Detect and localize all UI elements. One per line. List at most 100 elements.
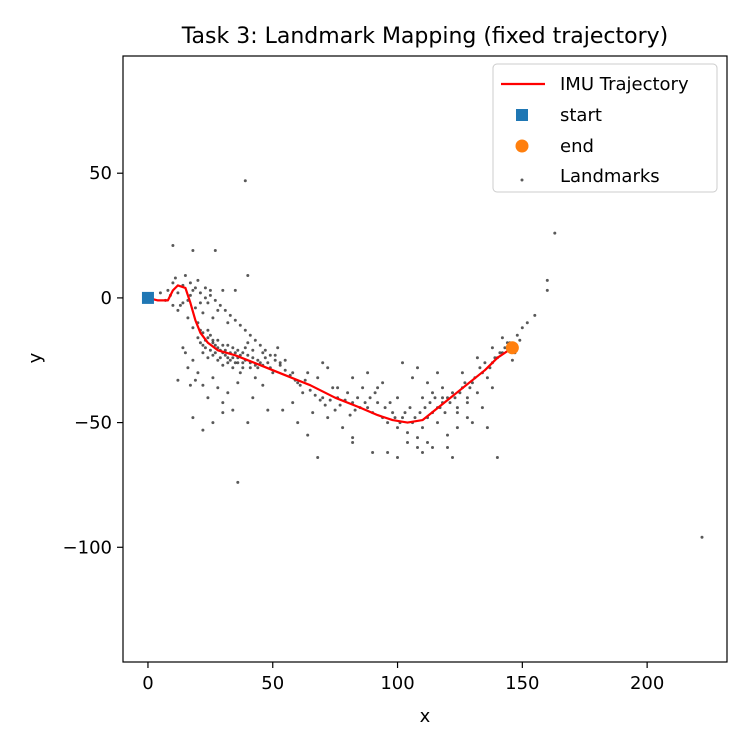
- landmark-point: [276, 346, 280, 350]
- landmark-point: [238, 323, 242, 327]
- landmark-point: [316, 456, 320, 459]
- landmark-point: [296, 381, 300, 385]
- landmark-point: [323, 403, 327, 407]
- landmark-point: [203, 296, 207, 300]
- landmark-point: [468, 386, 472, 390]
- landmark-point: [188, 281, 192, 285]
- landmark-point: [418, 411, 422, 415]
- landmark-point: [258, 343, 262, 347]
- landmark-point: [485, 426, 489, 430]
- landmark-point: [451, 391, 454, 395]
- landmark-point: [246, 421, 250, 425]
- landmark-point: [236, 381, 240, 385]
- landmark-point: [206, 301, 210, 305]
- landmark-point: [393, 416, 397, 420]
- landmark-point: [408, 406, 412, 410]
- landmark-point: [373, 391, 377, 395]
- legend-end-swatch: [515, 139, 529, 153]
- landmark-point: [196, 278, 200, 282]
- landmark-point: [291, 371, 295, 375]
- landmark-point: [221, 411, 225, 415]
- landmark-point: [211, 341, 215, 345]
- landmark-point: [366, 371, 370, 375]
- landmark-point: [258, 361, 262, 365]
- landmark-point: [181, 301, 185, 305]
- landmark-point: [376, 401, 380, 405]
- landmark-point: [465, 401, 469, 405]
- plot-area: [141, 179, 704, 539]
- y-tick-label: −100: [63, 537, 112, 558]
- landmark-point: [485, 376, 489, 380]
- landmark-point: [191, 249, 195, 252]
- landmark-point: [213, 351, 217, 355]
- landmark-point: [206, 356, 210, 360]
- landmark-point: [308, 388, 312, 392]
- landmark-point: [228, 313, 232, 317]
- landmark-point: [455, 411, 459, 415]
- landmark-point: [176, 308, 180, 312]
- landmark-point: [448, 401, 452, 405]
- landmark-point: [483, 361, 487, 365]
- x-tick-label: 0: [142, 673, 153, 694]
- landmark-point: [241, 351, 245, 355]
- y-tick-label: 50: [89, 163, 112, 184]
- landmark-point: [376, 386, 380, 390]
- landmark-point: [158, 291, 162, 295]
- landmark-point: [251, 348, 255, 352]
- landmark-point: [238, 371, 242, 375]
- landmark-point: [413, 416, 417, 420]
- landmark-point: [403, 411, 407, 415]
- landmark-point: [196, 336, 200, 340]
- landmark-point: [231, 356, 235, 360]
- landmark-point: [553, 231, 557, 235]
- landmark-point: [460, 371, 464, 375]
- landmark-point: [231, 346, 235, 350]
- landmark-point: [518, 338, 522, 342]
- end-marker: [505, 341, 519, 355]
- landmark-point: [391, 411, 395, 415]
- landmark-point: [193, 378, 197, 382]
- landmark-point: [316, 376, 320, 380]
- landmark-point: [388, 401, 392, 405]
- landmark-point: [353, 408, 357, 412]
- landmark-point: [231, 366, 235, 370]
- landmark-point: [226, 391, 230, 395]
- landmark-point: [298, 383, 302, 387]
- landmark-point: [396, 426, 399, 430]
- landmark-point: [341, 426, 345, 430]
- landmark-point: [475, 391, 479, 395]
- landmark-point: [211, 338, 215, 342]
- landmark-point: [510, 358, 514, 362]
- landmark-point: [421, 396, 424, 400]
- x-tick-label: 200: [630, 673, 664, 694]
- axes: 0 50 100 150 200 50 0 −50 −100: [63, 55, 728, 694]
- landmark-point: [296, 421, 300, 425]
- landmark-point: [208, 348, 212, 352]
- landmark-point: [198, 291, 202, 295]
- landmark-point: [198, 341, 202, 345]
- landmark-point: [218, 356, 222, 360]
- landmark-point: [453, 396, 457, 400]
- landmark-point: [326, 416, 330, 420]
- landmark-point: [361, 386, 365, 390]
- landmark-point: [263, 348, 267, 352]
- landmark-point: [396, 396, 399, 400]
- landmark-point: [236, 361, 240, 365]
- landmark-point: [256, 366, 260, 370]
- y-axis-label: y: [25, 352, 46, 363]
- landmark-point: [503, 346, 507, 350]
- landmark-point: [416, 436, 419, 440]
- landmark-point: [331, 386, 335, 390]
- landmark-point: [455, 406, 459, 410]
- landmark-point: [421, 451, 424, 454]
- landmark-point: [271, 371, 275, 375]
- landmark-point: [208, 288, 212, 292]
- landmark-point: [226, 321, 230, 325]
- landmark-point: [431, 446, 434, 449]
- axes-frame: [122, 55, 728, 663]
- landmark-point: [243, 328, 247, 332]
- landmark-point: [241, 361, 245, 365]
- landmark-point: [226, 343, 230, 347]
- landmark-point: [208, 293, 212, 297]
- landmark-point: [176, 378, 180, 382]
